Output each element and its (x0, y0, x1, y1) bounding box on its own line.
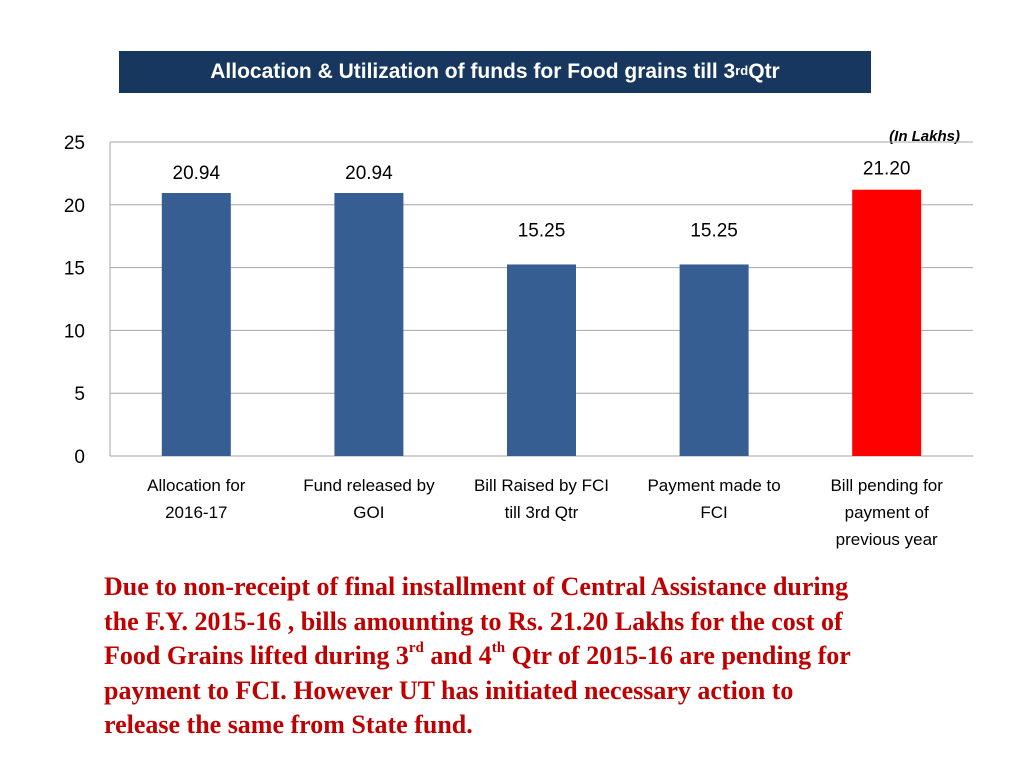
x-tick-label-line: previous year (835, 530, 938, 549)
explanatory-note: Due to non-receipt of final installment … (104, 570, 984, 743)
x-tick-label-line: Allocation for (147, 476, 246, 495)
x-tick-label-line: payment of (844, 503, 929, 522)
data-label-5: 21.20 (863, 159, 911, 180)
x-tick-label-1: Allocation for 2016-17 (111, 472, 281, 526)
data-label-2: 20.94 (345, 163, 393, 184)
unit-note: (In Lakhs) (889, 128, 960, 145)
data-label-3: 15.25 (518, 220, 566, 241)
data-label-4: 15.25 (690, 220, 738, 241)
x-tick-label-3: Bill Raised by FCI till 3rd Qtr (457, 472, 627, 526)
bar-5 (852, 189, 922, 456)
chart-title-suffix: Qtr (748, 60, 780, 83)
note-line-1: Due to non-receipt of final installment … (104, 572, 849, 601)
chart-title-banner: Allocation & Utilization of funds for Fo… (119, 51, 871, 93)
x-tick-label-2: Fund released by GOI (284, 472, 454, 526)
bar-4 (679, 264, 749, 456)
x-tick-label-line: Bill Raised by FCI (473, 476, 610, 495)
chart-title-superscript: rd (735, 62, 749, 78)
x-tick-label-line: Bill pending for (830, 476, 943, 495)
note-superscript-th: th (491, 640, 506, 657)
note-superscript-rd: rd (408, 640, 424, 657)
x-tick-label-line: GOI (353, 503, 385, 522)
note-line-4: payment to FCI. However UT has initiated… (104, 675, 794, 705)
bar-2 (334, 192, 404, 457)
x-tick-label-line: 2016-17 (165, 503, 228, 522)
data-label-1: 20.94 (173, 163, 221, 184)
x-tick-label-line: till 3rd Qtr (504, 503, 579, 522)
note-line-5: release the same from State fund. (104, 710, 473, 739)
y-tick-label-10: 10 (64, 321, 85, 342)
y-tick-label-20: 20 (64, 196, 85, 217)
x-tick-label-line: FCI (700, 503, 728, 522)
x-tick-label-4: Payment made to FCI (629, 472, 799, 526)
x-tick-label-line: Fund released by (303, 476, 435, 495)
note-line-3-part-1: Food Grains lifted during 3 (104, 641, 409, 670)
x-tick-label-5: Bill pending for payment of previous year (802, 472, 972, 553)
x-tick-label-line: Payment made to (647, 476, 781, 495)
y-tick-label-0: 0 (74, 447, 85, 468)
bar-3 (507, 264, 576, 456)
y-tick-label-25: 25 (64, 133, 85, 154)
chart-title-text: Allocation & Utilization of funds for Fo… (210, 60, 736, 83)
y-tick-label-5: 5 (74, 384, 85, 405)
y-tick-label-15: 15 (64, 259, 85, 280)
note-line-3: Food Grains lifted during 3rd and 4th Qt… (104, 639, 984, 674)
bar-1 (161, 192, 231, 457)
note-line-3-part-2: and 4 (423, 641, 492, 670)
note-line-3-part-3: Qtr of 2015-16 are pending for (505, 641, 851, 670)
note-line-2: the F.Y. 2015-16 , bills amounting to Rs… (104, 606, 843, 636)
bar-chart: 0 5 10 15 20 25 20.94 20.94 15.25 15.25 21.20 (64, 133, 973, 468)
